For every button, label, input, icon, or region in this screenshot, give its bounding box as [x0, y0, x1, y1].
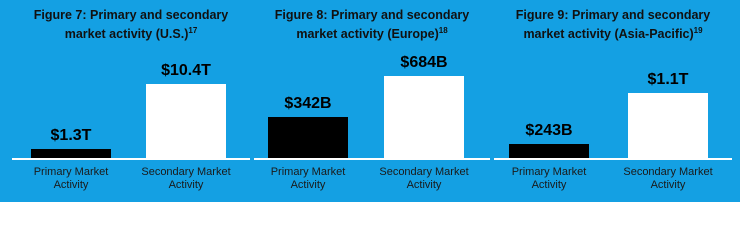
- category-label: Primary Market Activity: [33, 166, 109, 191]
- value-label: $1.3T: [50, 126, 92, 144]
- chart-title: Figure 8: Primary and secondary market a…: [259, 8, 485, 42]
- category-label: Secondary Market Activity: [141, 166, 231, 191]
- chart-title-text: Figure 8: Primary and secondary market a…: [274, 8, 470, 42]
- page: Figure 7: Primary and secondary market a…: [0, 0, 740, 202]
- footnote: 17: [188, 26, 198, 35]
- bar: [509, 143, 589, 158]
- chart-title: Figure 7: Primary and secondary market a…: [17, 8, 245, 42]
- chart-title: Figure 9: Primary and secondary market a…: [499, 8, 727, 42]
- category-label: Secondary Market Activity: [379, 166, 469, 191]
- axis: [12, 158, 250, 160]
- value-label: $342B: [284, 95, 332, 112]
- value-label: $10.4T: [161, 62, 211, 79]
- value-label: $243B: [525, 121, 573, 139]
- value-label: $1.1T: [647, 71, 689, 88]
- axis: [494, 158, 732, 160]
- bar: [146, 84, 226, 158]
- value-label: $684B: [400, 54, 448, 71]
- bar: [628, 93, 708, 158]
- bar: [31, 148, 111, 158]
- category-label: Secondary Market Activity: [623, 166, 713, 191]
- bar: [268, 117, 348, 158]
- category-label: Primary Market Activity: [270, 166, 346, 191]
- bar: [384, 76, 464, 158]
- axis: [254, 158, 490, 160]
- category-label: Primary Market Activity: [511, 166, 587, 191]
- chart-title-text: Figure 9: Primary and secondary market a…: [515, 8, 711, 42]
- chart-title-text: Figure 7: Primary and secondary market a…: [33, 8, 229, 42]
- footnote: 18: [438, 26, 448, 35]
- footnote: 19: [693, 26, 703, 35]
